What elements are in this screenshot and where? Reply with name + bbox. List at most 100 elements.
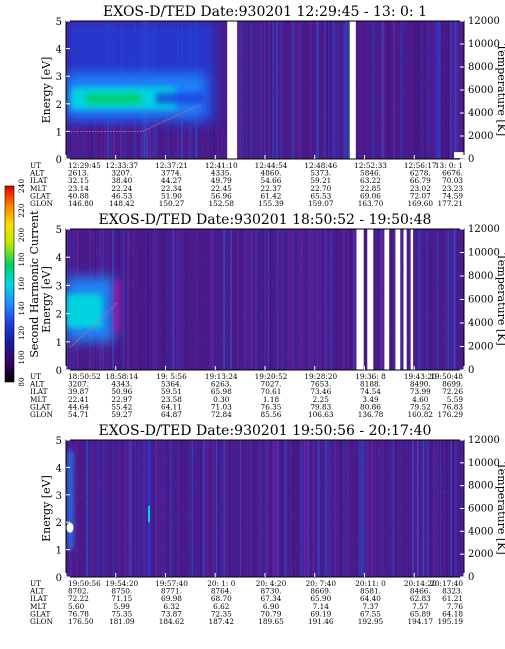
speckle <box>433 69 435 71</box>
table-cell: 19:20:52 <box>255 372 288 381</box>
speckle <box>131 538 133 540</box>
speckle <box>282 310 284 313</box>
spectral-streak <box>255 229 257 370</box>
spectral-streak <box>394 229 397 370</box>
spectral-streak <box>440 440 442 577</box>
speckle <box>282 231 284 233</box>
table-cell: 19:50:56 <box>68 579 101 588</box>
speckle <box>431 539 433 541</box>
speckle <box>242 316 244 318</box>
speckle <box>399 456 402 458</box>
table-cell: 146.80 <box>68 199 94 208</box>
spectral-streak <box>127 229 129 370</box>
speckle <box>335 300 337 303</box>
speckle <box>271 444 274 446</box>
speckle <box>316 85 318 87</box>
speckle <box>184 128 186 130</box>
spectral-streak <box>277 229 279 370</box>
spectral-streak <box>259 229 261 370</box>
speckle <box>136 451 138 453</box>
spectral-streak <box>453 229 456 370</box>
speckle <box>315 153 317 155</box>
speckle <box>443 440 445 442</box>
speckle <box>306 533 308 535</box>
speckle <box>314 22 316 24</box>
table-cell: 80.86 <box>360 402 381 411</box>
spectral-streak <box>371 440 373 577</box>
spectral-streak <box>357 440 360 577</box>
speckle <box>96 251 98 253</box>
speckle <box>418 119 421 121</box>
speckle <box>462 128 464 130</box>
spectral-streak <box>337 440 339 577</box>
spectral-streak <box>328 21 330 159</box>
speckle <box>196 295 198 297</box>
y2-tick-label: 10000 <box>468 39 500 50</box>
speckle <box>236 572 238 574</box>
spectral-streak <box>420 229 421 370</box>
spectral-streak <box>268 21 270 159</box>
spectral-streak <box>227 440 229 577</box>
spectral-streak <box>418 229 421 370</box>
speckle <box>120 561 122 563</box>
speckle <box>416 52 418 54</box>
speckle <box>352 536 354 538</box>
spectral-streak <box>432 21 435 159</box>
table-cell: 8699. <box>442 380 463 389</box>
spectral-streak <box>320 440 323 577</box>
speckle <box>442 45 444 47</box>
speckle <box>245 571 247 573</box>
speckle <box>445 69 447 71</box>
spectral-streak <box>293 21 296 159</box>
table-cell: 85.56 <box>261 410 282 419</box>
table-cell: 12:52:33 <box>354 161 387 170</box>
table-row-label: ILAT <box>30 176 48 185</box>
speckle <box>72 471 74 473</box>
spectral-streak <box>245 21 248 159</box>
spectral-streak <box>179 229 182 370</box>
speckle <box>139 489 142 492</box>
speckle <box>442 99 444 101</box>
table-row-label: GLON <box>30 410 54 419</box>
table-cell: 79.83 <box>310 402 331 411</box>
spectral-streak <box>433 440 436 577</box>
spectral-streak <box>166 229 168 370</box>
spectral-streak <box>397 440 399 577</box>
speckle <box>249 73 251 75</box>
y-tick-label: 0 <box>56 366 62 377</box>
speckle <box>461 324 463 327</box>
spectral-streak <box>301 21 303 159</box>
spectral-streak <box>307 440 310 577</box>
speckle <box>127 364 129 366</box>
spectral-streak <box>423 440 426 577</box>
speckle <box>242 142 244 144</box>
spectral-streak <box>178 440 180 577</box>
spectral-streak <box>315 21 317 159</box>
speckle <box>300 250 303 252</box>
table-cell: 6278. <box>410 169 431 178</box>
table-cell: 7027. <box>261 380 282 389</box>
spectral-streak <box>279 21 281 159</box>
speckle <box>120 123 122 125</box>
table-cell: 75.35 <box>111 609 132 618</box>
table-cell: 18:58:14 <box>105 372 138 381</box>
table-cell: 6263. <box>211 380 232 389</box>
speckle <box>358 547 361 550</box>
speckle <box>444 112 446 114</box>
speckle <box>72 364 74 366</box>
speckle <box>436 256 438 259</box>
spectral-streak <box>453 440 455 577</box>
speckle <box>129 243 131 245</box>
speckle <box>352 256 355 258</box>
table-cell: 4.60 <box>412 395 429 404</box>
spectral-streak <box>400 440 402 577</box>
ephemeris-table: UT 18:50:52 18:58:14 19: 5:56 19:13:24 19:20:… <box>29 372 463 419</box>
speckle <box>420 444 422 446</box>
speckle <box>186 524 188 526</box>
speckle <box>317 340 319 342</box>
spectral-streak <box>226 440 228 577</box>
speckle <box>257 101 259 103</box>
speckle <box>210 243 212 245</box>
spectral-streak <box>114 440 116 577</box>
speckle <box>252 450 254 452</box>
